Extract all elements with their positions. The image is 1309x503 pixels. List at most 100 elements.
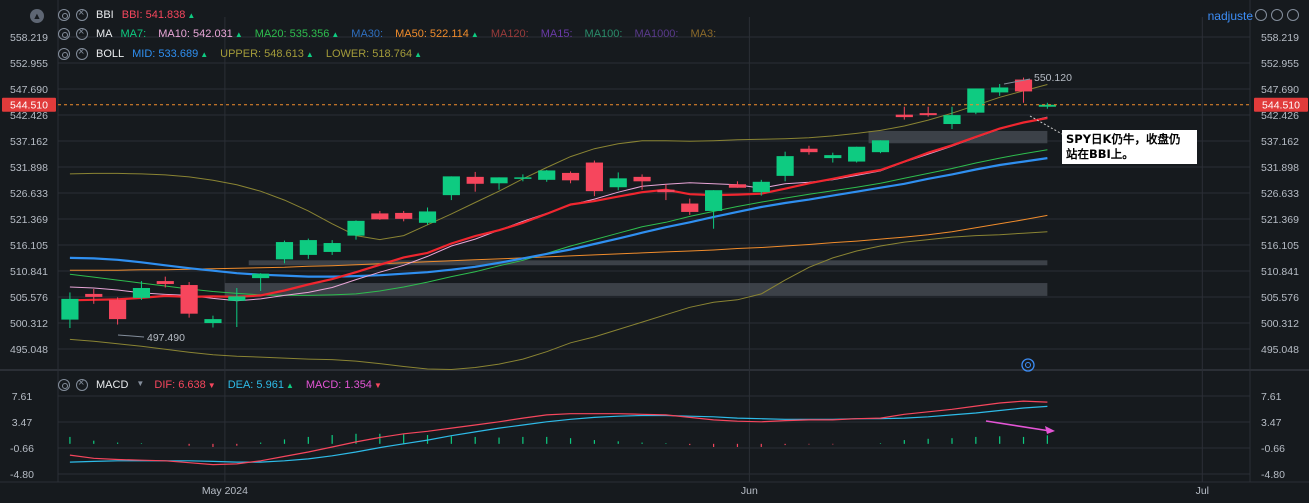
zone-box <box>868 130 1048 144</box>
candle-down <box>919 113 937 116</box>
price-tick-label-left: 542.426 <box>10 110 48 122</box>
low-annotation: 497.490 <box>147 332 185 344</box>
legend-label: MA20: <box>254 28 287 40</box>
redo-icon[interactable] <box>1271 9 1283 21</box>
indicator-name: MA <box>96 28 113 40</box>
price-tick-label-left: 552.955 <box>10 58 48 70</box>
close-icon[interactable] <box>76 26 88 40</box>
candle-up <box>490 177 508 184</box>
chevron-down-icon[interactable]: ▼ <box>136 379 145 388</box>
legend-item: MA100: <box>585 28 623 40</box>
macd-tick-label-right: 3.47 <box>1261 417 1282 429</box>
legend-boll: BOLL MID: 533.689▲UPPER: 548.613▲LOWER: … <box>58 45 434 63</box>
boll-lower-line <box>69 231 1048 371</box>
legend-macd: MACD ▼ DIF: 6.638▼DEA: 5.961▲MACD: 1.354… <box>58 376 394 394</box>
undo-icon[interactable] <box>1255 9 1267 21</box>
candle-down <box>395 212 413 219</box>
arrow-up-icon: ▲ <box>305 50 314 59</box>
legend-value: 541.838 <box>142 9 186 21</box>
legend-label: DEA: <box>227 379 254 391</box>
reset-icon[interactable] <box>1287 9 1299 21</box>
legend-label: MA50: <box>395 28 427 40</box>
legend-label: MACD: <box>305 379 342 391</box>
close-icon[interactable] <box>76 46 88 60</box>
price-tick-label-left: 516.105 <box>10 240 48 252</box>
price-tick-label-right: 521.369 <box>1261 214 1299 226</box>
candle-down <box>1014 79 1033 92</box>
candle-down <box>85 293 103 297</box>
boll-upper-line <box>69 84 1048 241</box>
high-annotation-leader <box>1003 78 1031 85</box>
close-icon[interactable] <box>76 377 88 391</box>
close-icon[interactable] <box>76 7 88 21</box>
legend-item: LOWER: 518.764 ▲ <box>326 48 422 60</box>
arrow-up-icon: ▲ <box>414 50 422 59</box>
candle-up <box>252 273 270 279</box>
legend-label: MA10: <box>158 28 190 40</box>
price-tick-label-left: 558.219 <box>10 32 48 44</box>
indicator-name: MACD <box>96 379 129 391</box>
macd-tick-label-left: 3.47 <box>12 417 33 429</box>
macd-tick-label-right: 7.61 <box>1261 391 1282 403</box>
price-tick-label-left: 495.048 <box>10 344 48 356</box>
legend-label: MA100: <box>584 28 623 40</box>
legend-label: UPPER: <box>220 48 262 60</box>
zone-box <box>224 283 1048 296</box>
current-price-value: 544.510 <box>1262 100 1300 112</box>
price-tick-label-right: 531.898 <box>1261 162 1299 174</box>
current-price-tag <box>2 97 56 112</box>
settings-icon[interactable] <box>58 28 70 40</box>
legend-label: MA15: <box>540 28 573 40</box>
x-tick-label: Jul <box>1196 485 1209 497</box>
price-tick-label-left: 500.312 <box>10 318 48 330</box>
arrow-annotation <box>985 420 1051 432</box>
boll-mid-line <box>69 157 1048 278</box>
legend-item: MACD: 1.354 ▼ <box>306 379 382 391</box>
candle-up <box>514 177 532 179</box>
axes: 558.219 558.219 552.955 552.955 547.690 547.6… <box>10 32 1299 497</box>
price-tick-label-right: 500.312 <box>1261 318 1299 330</box>
candle-up <box>204 319 222 324</box>
username[interactable]: nadjuste <box>1207 9 1253 23</box>
candle-up <box>1038 104 1056 107</box>
legend-item: MA10: 542.031 ▲ <box>158 28 243 40</box>
arrow-down-icon: ▼ <box>207 381 216 390</box>
legend-item: BBI: 541.838 ▲ <box>122 9 196 21</box>
price-tick-label-left: 505.576 <box>10 292 48 304</box>
settings-icon[interactable] <box>58 9 70 21</box>
candle-down <box>800 148 818 153</box>
legend-item: MA7: <box>121 28 147 40</box>
price-tick-label-left: 531.898 <box>10 162 48 174</box>
price-tick-label-right: 495.048 <box>1261 344 1299 356</box>
arrow-up-icon: ▲ <box>187 11 196 20</box>
legend-value: 518.764 <box>369 48 413 60</box>
price-tick-label-right: 505.576 <box>1261 292 1299 304</box>
low-annotation-leader <box>117 334 145 338</box>
macd-tick-label-left: -4.80 <box>10 469 34 481</box>
candle-up <box>347 220 365 236</box>
macd-tick-label-left: 7.61 <box>12 391 33 403</box>
note-text: 站在BBI上。 <box>1066 147 1134 161</box>
collapse-icon[interactable]: ▲ <box>30 9 44 23</box>
arrow-up-icon: ▲ <box>331 30 340 39</box>
candle-down <box>109 299 127 320</box>
candle-down <box>681 203 699 212</box>
arrow-up-icon: ▲ <box>200 50 209 59</box>
price-tick-label-right: 552.955 <box>1261 58 1299 70</box>
settings-icon[interactable] <box>58 48 70 60</box>
legend-value: 5.961 <box>253 379 284 391</box>
candles <box>61 77 1056 328</box>
legend-item: MA50: 522.114 ▲ <box>395 28 479 40</box>
settings-icon[interactable] <box>58 379 70 391</box>
candle-up <box>132 287 151 298</box>
ma50-line <box>69 214 1048 271</box>
arrow-up-icon: ▲ <box>285 381 294 390</box>
legend-ma: MA MA7:MA10: 542.031▲MA20: 535.356▲MA30:… <box>58 25 728 43</box>
target-icon <box>1021 358 1035 372</box>
candle-up <box>323 243 341 252</box>
legend-item: MA3: <box>690 28 716 40</box>
price-tick-label-left: 510.841 <box>10 266 48 278</box>
legend-value: 542.031 <box>189 28 233 40</box>
candle-down <box>561 172 580 181</box>
